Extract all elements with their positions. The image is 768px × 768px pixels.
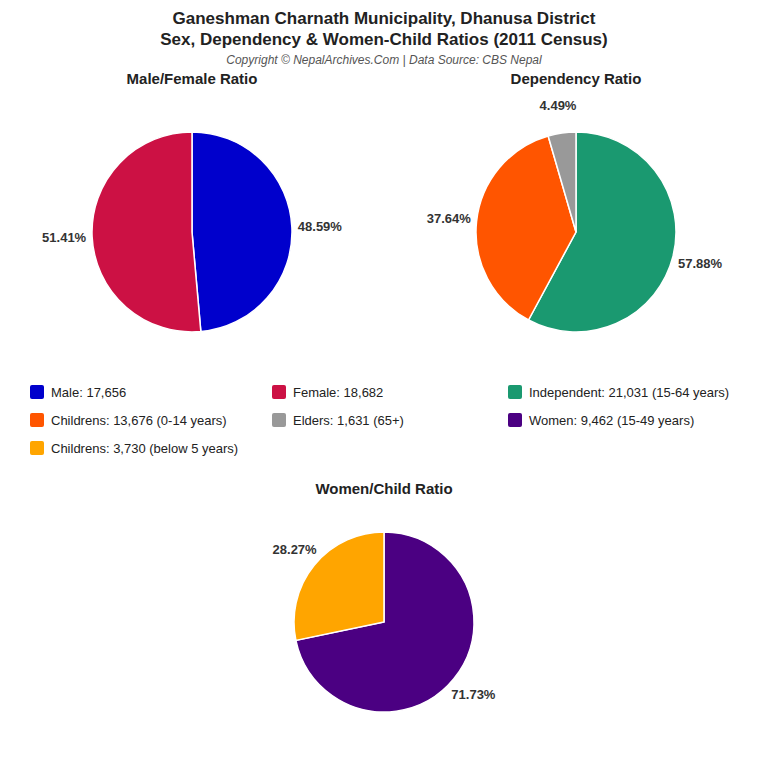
pie-chart: Dependency Ratio 57.88% 37.64% 4.49%: [427, 70, 723, 332]
chart-title: Male/Female Ratio: [127, 70, 258, 87]
subtitle: Sex, Dependency & Women-Child Ratios (20…: [160, 30, 607, 49]
legend-item: Female: 18,682: [272, 385, 383, 400]
legend-swatch: [272, 413, 286, 427]
pie-slice: [92, 132, 201, 332]
data-label: 37.64%: [427, 211, 472, 226]
legend-swatch: [30, 441, 44, 455]
legend: Male: 17,656 Female: 18,682 Independent: 2…: [30, 385, 729, 456]
data-label: 57.88%: [678, 256, 723, 271]
data-label: 4.49%: [540, 98, 577, 113]
data-label: 71.73%: [451, 687, 496, 702]
data-label: 51.41%: [42, 230, 87, 245]
legend-label: Childrens: 3,730 (below 5 years): [51, 441, 238, 456]
pie-slice: [192, 132, 292, 332]
legend-label: Elders: 1,631 (65+): [293, 413, 404, 428]
legend-label: Childrens: 13,676 (0-14 years): [51, 413, 227, 428]
legend-swatch: [30, 385, 44, 399]
data-label: 28.27%: [273, 542, 318, 557]
legend-swatch: [30, 413, 44, 427]
title: Ganeshman Charnath Municipality, Dhanusa…: [173, 9, 596, 28]
legend-swatch: [508, 413, 522, 427]
legend-swatch: [508, 385, 522, 399]
data-label: 48.59%: [298, 219, 343, 234]
legend-item: Women: 9,462 (15-49 years): [508, 413, 694, 428]
pie-chart: Women/Child Ratio 71.73% 28.27%: [273, 480, 496, 712]
pie-slice: [294, 532, 384, 640]
legend-swatch: [272, 385, 286, 399]
chart-root: Ganeshman Charnath Municipality, Dhanusa…: [0, 0, 768, 768]
pie-slice: [548, 132, 576, 232]
legend-item: Childrens: 3,730 (below 5 years): [30, 441, 238, 456]
chart-title: Dependency Ratio: [511, 70, 642, 87]
pie-chart: Male/Female Ratio 48.59% 51.41%: [42, 70, 342, 332]
chart-title: Women/Child Ratio: [315, 480, 452, 497]
annotation: Copyright © NepalArchives.Com | Data Sou…: [226, 53, 542, 67]
legend-item: Childrens: 13,676 (0-14 years): [30, 413, 227, 428]
legend-item: Elders: 1,631 (65+): [272, 413, 404, 428]
legend-label: Male: 17,656: [51, 385, 126, 400]
background: [0, 0, 768, 768]
legend-label: Female: 18,682: [293, 385, 383, 400]
legend-label: Independent: 21,031 (15-64 years): [529, 385, 729, 400]
legend-item: Male: 17,656: [30, 385, 126, 400]
legend-label: Women: 9,462 (15-49 years): [529, 413, 694, 428]
legend-item: Independent: 21,031 (15-64 years): [508, 385, 729, 400]
